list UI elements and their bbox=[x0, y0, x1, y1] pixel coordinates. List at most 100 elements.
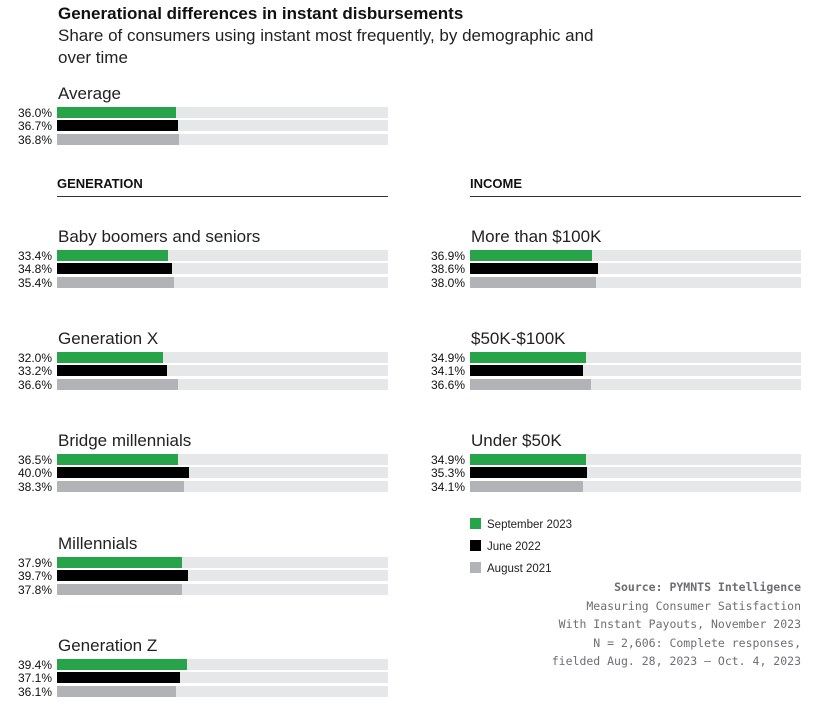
average-bar-september-2023 bbox=[57, 107, 177, 118]
source-line: With Instant Payouts, November 2023 bbox=[558, 617, 801, 631]
group-bridge-millennials-bar-august-2021 bbox=[57, 480, 184, 492]
group-millennials-track bbox=[57, 570, 388, 582]
group-bridge-millennials-value-label: 36.5% bbox=[17, 453, 52, 467]
average-value-label: 36.0% bbox=[17, 106, 52, 120]
group-under-50k-track bbox=[470, 467, 801, 479]
group-under-50k-track bbox=[470, 480, 801, 492]
group-baby-boomers-and-seniors-value-label: 34.8% bbox=[17, 262, 52, 277]
legend-swatch bbox=[470, 562, 481, 573]
group-under-50k-bar-september-2023 bbox=[470, 454, 586, 465]
group-generation-x-value-label: 33.2% bbox=[17, 364, 52, 379]
group-more-than-100k-bar-september-2023 bbox=[470, 250, 593, 261]
group--50k-100k-value-label: 34.9% bbox=[430, 351, 465, 365]
source-line: fielded Aug. 28, 2023 – Oct. 4, 2023 bbox=[551, 654, 801, 668]
average-track bbox=[57, 107, 388, 118]
group--50k-100k-track bbox=[470, 378, 801, 390]
legend-label: September 2023 bbox=[487, 519, 573, 531]
group-more-than-100k-track bbox=[470, 250, 801, 261]
group-millennials-track bbox=[57, 557, 388, 568]
average-track bbox=[57, 133, 388, 145]
group--50k-100k-bar-june-2022 bbox=[470, 365, 583, 377]
group-generation-x-value-label: 36.6% bbox=[17, 377, 52, 392]
group-baby-boomers-and-seniors-label: Baby boomers and seniors bbox=[58, 227, 261, 246]
group-bridge-millennials-bar-june-2022 bbox=[57, 467, 190, 479]
average-value-label: 36.7% bbox=[17, 119, 52, 134]
group-more-than-100k-bar-june-2022 bbox=[470, 263, 598, 275]
group-more-than-100k-label: More than $100K bbox=[471, 227, 602, 246]
group--50k-100k-label: $50K-$100K bbox=[471, 329, 566, 348]
group-generation-z-bar-august-2021 bbox=[57, 685, 177, 697]
group-under-50k-value-label: 35.3% bbox=[430, 466, 465, 481]
group-under-50k-bar-august-2021 bbox=[470, 480, 583, 492]
source-label: Source: PYMNTS Intelligence bbox=[614, 580, 801, 594]
group-generation-z-value-label: 37.1% bbox=[17, 671, 52, 686]
group-under-50k-track bbox=[470, 454, 801, 465]
group-generation-z-bar-june-2022 bbox=[57, 672, 180, 684]
legend-label: August 2021 bbox=[487, 563, 552, 575]
group-more-than-100k-value-label: 38.6% bbox=[430, 262, 465, 277]
group--50k-100k-track bbox=[470, 365, 801, 377]
group--50k-100k-value-label: 34.1% bbox=[430, 364, 465, 379]
legend-item: June 2022 bbox=[470, 540, 541, 553]
section-heading-generation: GENERATION bbox=[57, 176, 388, 197]
group-generation-x-value-label: 32.0% bbox=[17, 351, 52, 365]
group-more-than-100k-track bbox=[470, 263, 801, 275]
group-more-than-100k-value-label: 36.9% bbox=[430, 249, 465, 263]
group-generation-x-track bbox=[57, 352, 388, 363]
legend-item: September 2023 bbox=[470, 518, 572, 531]
group-millennials-bar-september-2023 bbox=[57, 557, 183, 568]
group-generation-x-track bbox=[57, 365, 388, 377]
group-bridge-millennials-track bbox=[57, 480, 388, 492]
group-more-than-100k-track bbox=[470, 276, 801, 288]
source-line: N = 2,606: Complete responses, bbox=[593, 635, 801, 650]
group-baby-boomers-and-seniors-track bbox=[57, 276, 388, 288]
group-baby-boomers-and-seniors-value-label: 33.4% bbox=[17, 249, 52, 263]
average-label: Average bbox=[58, 84, 122, 103]
group-under-50k-value-label: 34.1% bbox=[430, 479, 465, 494]
legend-swatch bbox=[470, 540, 481, 551]
group-baby-boomers-and-seniors-track bbox=[57, 263, 388, 275]
group-baby-boomers-and-seniors-value-label: 35.4% bbox=[17, 275, 52, 290]
group--50k-100k-track bbox=[470, 352, 801, 363]
group-more-than-100k-bar-august-2021 bbox=[470, 276, 596, 288]
group-generation-z-bar-september-2023 bbox=[57, 659, 188, 670]
group-bridge-millennials-label: Bridge millennials bbox=[58, 431, 192, 450]
average-track bbox=[57, 120, 388, 132]
group-millennials-track bbox=[57, 583, 388, 595]
group-generation-z-label: Generation Z bbox=[58, 636, 158, 655]
group-generation-x-track bbox=[57, 378, 388, 390]
group-millennials-value-label: 37.9% bbox=[17, 556, 52, 570]
group-baby-boomers-and-seniors-bar-september-2023 bbox=[57, 250, 168, 261]
group-generation-x-label: Generation X bbox=[58, 329, 159, 348]
group--50k-100k-value-label: 36.6% bbox=[430, 377, 465, 392]
group-bridge-millennials-track bbox=[57, 467, 388, 479]
chart-title: Generational differences in instant disb… bbox=[58, 4, 464, 23]
group-bridge-millennials-bar-september-2023 bbox=[57, 454, 178, 465]
group-generation-x-bar-august-2021 bbox=[57, 378, 179, 390]
source-note: Source: PYMNTS Intelligence Measuring Co… bbox=[552, 578, 801, 671]
group-millennials-bar-august-2021 bbox=[57, 583, 183, 595]
group-bridge-millennials-track bbox=[57, 454, 388, 465]
section-heading-income: INCOME bbox=[470, 176, 801, 197]
group-baby-boomers-and-seniors-bar-june-2022 bbox=[57, 263, 173, 275]
group-generation-z-track bbox=[57, 672, 388, 684]
legend-label: June 2022 bbox=[487, 541, 541, 553]
group--50k-100k-bar-september-2023 bbox=[470, 352, 586, 363]
group-baby-boomers-and-seniors-bar-august-2021 bbox=[57, 276, 175, 288]
average-bar-august-2021 bbox=[57, 133, 179, 145]
group-under-50k-label: Under $50K bbox=[471, 431, 562, 450]
group--50k-100k-bar-august-2021 bbox=[470, 378, 592, 390]
chart-subtitle: Share of consumers using instant most fr… bbox=[58, 26, 594, 67]
group-generation-x-bar-june-2022 bbox=[57, 365, 167, 377]
group-millennials-label: Millennials bbox=[58, 534, 138, 553]
group-generation-z-value-label: 36.1% bbox=[17, 684, 52, 699]
group-millennials-value-label: 37.8% bbox=[17, 582, 52, 597]
group-generation-z-value-label: 39.4% bbox=[17, 658, 52, 672]
source-line: Measuring Consumer Satisfaction bbox=[586, 598, 801, 613]
group-generation-x-bar-september-2023 bbox=[57, 352, 163, 363]
group-bridge-millennials-value-label: 38.3% bbox=[17, 479, 52, 494]
average-value-label: 36.8% bbox=[17, 132, 52, 147]
group-bridge-millennials-value-label: 40.0% bbox=[17, 466, 52, 481]
group-millennials-bar-june-2022 bbox=[57, 570, 189, 582]
